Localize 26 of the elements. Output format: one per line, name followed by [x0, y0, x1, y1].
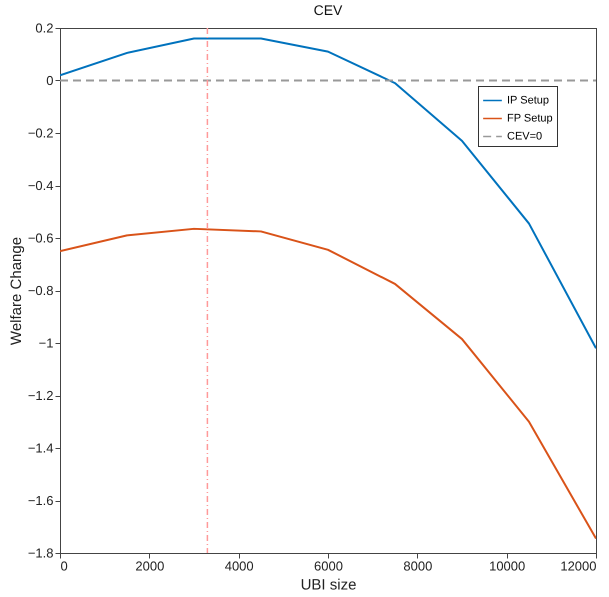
- legend-label: IP Setup: [507, 94, 549, 106]
- chart-title: CEV: [314, 2, 344, 18]
- y-tick-label: −0.2: [28, 126, 54, 140]
- legend-label: CEV=0: [507, 130, 542, 142]
- y-axis-title: Welfare Change: [8, 236, 25, 346]
- y-tick-label: 0.2: [35, 20, 54, 36]
- x-tick-label: 10000: [489, 558, 526, 574]
- x-tick-label: 2000: [135, 558, 164, 574]
- y-tick-label: 0: [46, 73, 54, 88]
- y-tick-label: −1.8: [28, 546, 54, 560]
- y-tick-label: −0.6: [28, 230, 54, 246]
- x-tick-label: 0: [60, 558, 68, 574]
- x-tick-label: 8000: [403, 558, 432, 574]
- y-tick-label: −1.2: [28, 388, 54, 403]
- x-axis-title: UBI size: [300, 576, 356, 594]
- y-tick-label: −1.6: [28, 493, 54, 508]
- y-tick-label: −1: [38, 336, 54, 350]
- legend-label: FP Setup: [507, 112, 553, 124]
- y-tick-label: −0.8: [28, 283, 54, 298]
- x-tick-label: 6000: [314, 558, 343, 574]
- y-tick-label: −1.4: [28, 440, 54, 456]
- x-tick-label: 12000: [560, 558, 596, 574]
- line-series: [60, 228, 596, 540]
- x-tick-label: 4000: [224, 558, 254, 574]
- y-tick-label: −0.4: [28, 178, 54, 193]
- line-series: [60, 38, 596, 350]
